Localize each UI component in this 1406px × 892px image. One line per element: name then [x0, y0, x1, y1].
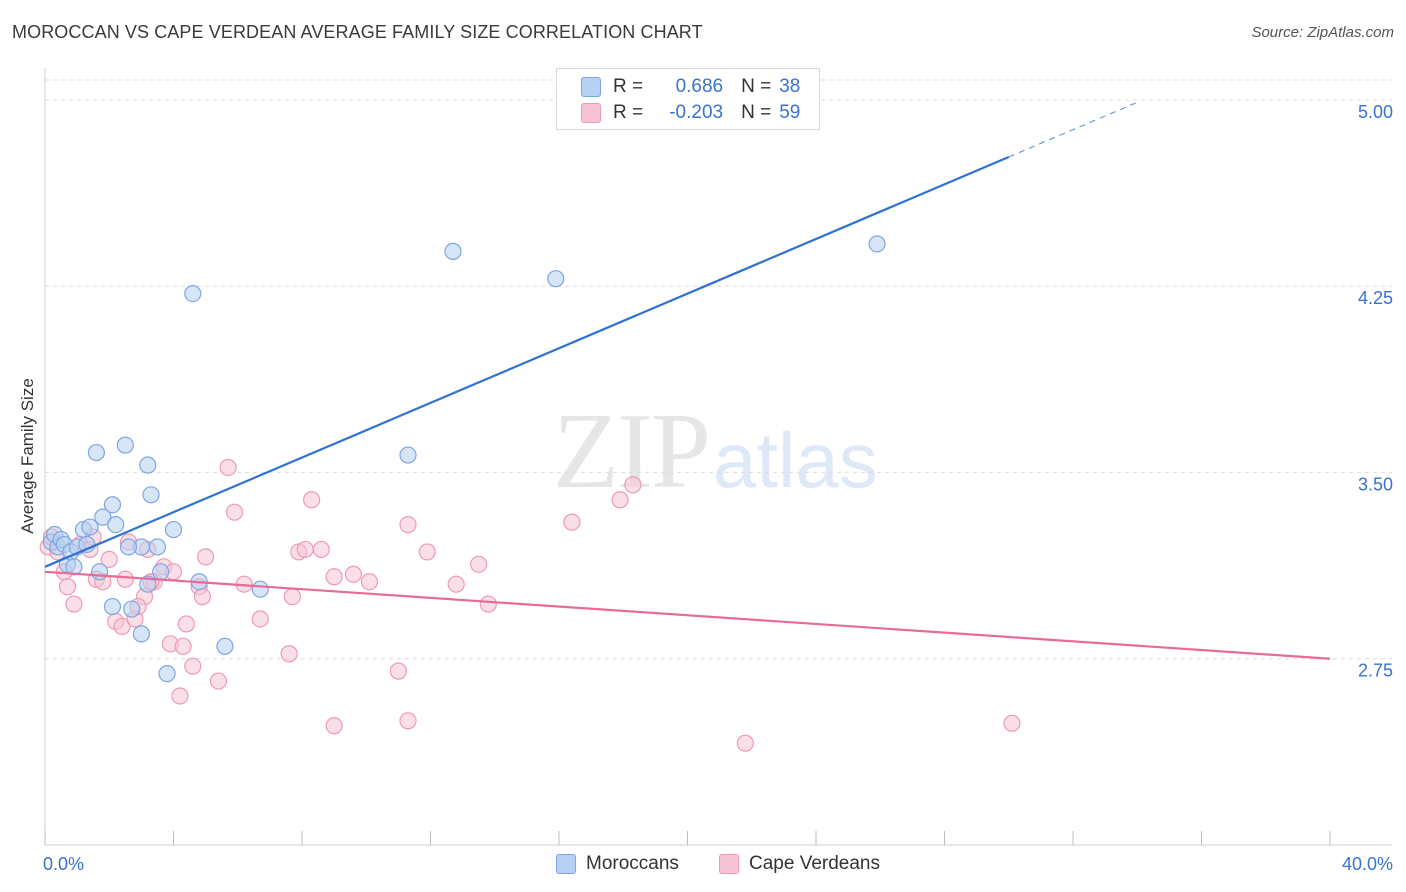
moroccan-point	[251, 580, 269, 598]
legend-r-label: R =	[613, 102, 644, 123]
cape-verdean-point	[100, 550, 118, 568]
cape-verdean-point	[65, 595, 83, 613]
moroccan-point	[139, 456, 157, 474]
legend-n-value: 38	[779, 76, 801, 97]
axis-layer	[44, 68, 1392, 846]
cape-verdean-point	[113, 617, 131, 636]
moroccan-point	[148, 538, 167, 556]
cape-verdean-point	[563, 513, 581, 531]
cape-verdean-point	[174, 637, 192, 655]
legend-n-label: N =	[741, 76, 772, 97]
cape-verdean-point	[470, 555, 488, 573]
moroccan-point	[216, 637, 234, 655]
moroccan-point	[107, 515, 125, 534]
cape-verdean-point	[389, 662, 407, 680]
legend-r-value: 0.686	[675, 76, 724, 97]
grid-layer	[45, 79, 1392, 660]
chart-title: MOROCCAN VS CAPE VERDEAN AVERAGE FAMILY …	[12, 22, 703, 42]
moroccan-point	[103, 496, 122, 514]
legend-swatch-blue	[581, 77, 601, 97]
cape-verdean-point	[177, 615, 195, 633]
moroccan-point	[139, 575, 157, 593]
moroccan-point	[119, 538, 138, 556]
moroccan-point	[444, 242, 462, 260]
legend-row-cape-verdeans: R = -0.203 N = 59	[581, 101, 800, 125]
cape-verdean-point	[312, 540, 330, 559]
cape-verdean-point	[1003, 714, 1021, 732]
legend-swatch-blue	[556, 854, 576, 874]
legend-label-cape-verdeans: Cape Verdeans	[749, 853, 880, 874]
moroccan-point	[91, 563, 109, 581]
legend-r-label: R =	[613, 76, 644, 97]
cape-verdean-point	[418, 543, 436, 561]
cape-verdean-point	[171, 687, 189, 705]
trend-layer	[44, 101, 1331, 660]
y-axis-label: Average Family Size	[18, 378, 37, 534]
moroccan-point	[399, 446, 417, 464]
cape-verdean-point	[611, 491, 629, 509]
cape-verdean-point	[283, 588, 301, 606]
cape-verdean-point	[399, 515, 417, 534]
cape-verdean-point	[736, 734, 754, 752]
cape-verdean-point	[624, 476, 642, 494]
x-tick-label-max: 40.0%	[1342, 854, 1393, 874]
moroccan-point	[94, 508, 112, 526]
y-tick-label: 2.75	[1358, 661, 1393, 681]
cape-verdean-point	[344, 565, 362, 583]
moroccan-point	[164, 520, 183, 539]
points-layer	[39, 235, 1021, 752]
tick-label-layer: 2.75 3.50 4.25 5.00 0.0% 40.0%	[43, 102, 1393, 874]
cape-verdean-point	[197, 548, 215, 566]
moroccan-point	[87, 443, 106, 462]
correlation-legend: R = 0.686 N = 38 R = -0.203 N = 59	[556, 68, 820, 130]
cape-verdean-point	[58, 578, 77, 596]
cape-verdean-point	[296, 540, 314, 559]
moroccan-point	[547, 270, 565, 288]
moroccan-point	[132, 625, 150, 643]
cape-verdean-point	[303, 491, 321, 509]
cape-verdean-point	[251, 610, 269, 628]
cape-verdean-point	[399, 712, 417, 730]
moroccan-point	[116, 436, 134, 454]
y-tick-label: 4.25	[1358, 288, 1393, 308]
cape-verdean-point	[209, 672, 228, 690]
bottom-legend-cape-verdeans: Cape Verdeans	[719, 851, 880, 877]
moroccan-point	[103, 597, 122, 616]
legend-n-label: N =	[741, 102, 772, 123]
legend-n-value: 59	[779, 102, 801, 123]
cape-verdean-point	[193, 588, 212, 606]
y-tick-label: 3.50	[1358, 474, 1393, 494]
moroccan-point	[868, 235, 886, 253]
x-tick-label-min: 0.0%	[43, 854, 84, 874]
cape-verdean-point	[325, 717, 343, 735]
moroccan-point	[81, 518, 99, 536]
moroccan-point	[152, 563, 170, 581]
watermark-atlas: atlas	[713, 416, 878, 504]
cape-verdean-trend-line	[44, 570, 1331, 660]
cape-verdean-point	[184, 657, 202, 675]
legend-swatch-pink	[719, 854, 739, 874]
cape-verdean-point	[116, 570, 134, 588]
cape-verdean-point	[280, 645, 298, 663]
y-tick-label: 5.00	[1358, 102, 1393, 122]
cape-verdean-point	[447, 575, 465, 593]
cape-verdean-point	[325, 568, 343, 586]
source-label: Source: ZipAtlas.com	[1251, 24, 1394, 41]
cape-verdean-point	[360, 573, 379, 591]
legend-row-moroccans: R = 0.686 N = 38	[581, 75, 800, 99]
moroccan-point	[123, 600, 141, 618]
moroccan-point	[158, 665, 176, 683]
moroccan-trend-extension	[1008, 101, 1138, 158]
cape-verdean-point	[225, 503, 244, 521]
cape-verdean-point	[219, 458, 237, 477]
legend-label-moroccans: Moroccans	[586, 853, 679, 874]
legend-r-value: -0.203	[669, 102, 724, 123]
bottom-legend-moroccans: Moroccans	[556, 851, 679, 877]
moroccan-trend-line	[44, 155, 1010, 568]
legend-swatch-pink	[581, 103, 601, 123]
cape-verdean-point	[479, 595, 497, 613]
moroccan-point	[184, 285, 202, 303]
moroccan-point	[142, 486, 160, 504]
